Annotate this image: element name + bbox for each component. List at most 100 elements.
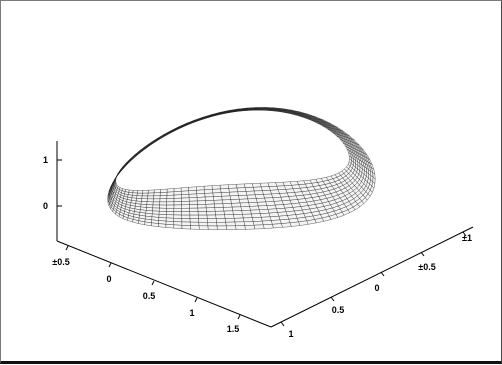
surface-patch [268, 183, 277, 187]
surface-patch [223, 203, 232, 207]
surface-patch [189, 194, 197, 198]
surface-patch [182, 219, 190, 223]
surface-patch [225, 215, 235, 219]
surface-patch [226, 226, 236, 230]
surface-patch [233, 214, 243, 218]
surface-patch [255, 194, 264, 198]
surface-patch [142, 193, 148, 196]
surface-patch [141, 199, 147, 202]
surface-patch [160, 192, 167, 196]
surface-patch [174, 225, 182, 229]
surface-patch [232, 207, 242, 211]
surface-patch [221, 192, 230, 196]
surface-patch [267, 205, 277, 209]
surface-patch [198, 208, 207, 212]
surface-patch [147, 199, 153, 202]
surface-patch [160, 199, 167, 202]
surface-patch [236, 184, 245, 188]
surface-patch [153, 208, 160, 211]
surface-patch [278, 189, 287, 193]
x-tick-label: 0.5 [143, 291, 156, 301]
surface-patch [159, 205, 166, 208]
x-tick [152, 281, 154, 285]
surface-patch [189, 201, 197, 205]
surface-patch [266, 201, 276, 205]
surface-mesh [108, 107, 376, 229]
surface-patch [247, 195, 256, 199]
surface-patch [190, 208, 199, 212]
surface-patch [263, 224, 273, 228]
surface-patch [199, 219, 208, 223]
x-tick-label: 0 [106, 274, 111, 284]
surface-patch [262, 221, 272, 225]
y-tick [281, 322, 284, 326]
surface-patch [276, 182, 285, 186]
y-tick-label: ±1 [462, 233, 472, 243]
surface-patch [207, 219, 216, 223]
surface-patch [259, 209, 269, 213]
surface-patch [215, 207, 224, 211]
x-tick [238, 315, 240, 319]
surface-patch [182, 222, 191, 226]
surface-patch [167, 195, 174, 199]
y-axis-line [271, 227, 473, 327]
surface-patch [190, 215, 199, 219]
surface-patch [222, 196, 231, 200]
y-tick [381, 272, 384, 276]
surface-patch [253, 221, 263, 225]
surface-patch [220, 185, 229, 189]
surface-patch [228, 184, 237, 188]
y-tick-label: 0.5 [332, 305, 345, 315]
surface-patch [214, 200, 223, 204]
surface-patch [205, 193, 214, 197]
surface-patch [190, 226, 199, 230]
surface-patch [167, 205, 174, 208]
surface-patch [229, 192, 238, 196]
y-tick [421, 252, 424, 256]
surface-patch [154, 193, 161, 196]
z-tick-label: 1 [43, 155, 48, 165]
surface-patch [160, 189, 167, 193]
surface-patch [166, 224, 174, 228]
surface-patch [197, 201, 206, 205]
surface-patch [143, 190, 149, 193]
surface-patch [246, 191, 255, 195]
x-tick [195, 298, 197, 302]
surface-patch [269, 186, 278, 190]
surface-patch [256, 198, 266, 202]
surface-patch [154, 196, 161, 199]
surface-patch [243, 218, 253, 222]
x-tick [66, 246, 68, 250]
z-tick-label: 0 [43, 201, 48, 211]
surface-patch [245, 187, 254, 191]
y-tick [331, 297, 334, 301]
x-axis-line [57, 241, 271, 327]
surface-patch [167, 192, 174, 196]
surface-patch [147, 202, 153, 205]
surface-patch [182, 215, 190, 219]
surface-patch [153, 199, 160, 202]
surface-patch [241, 206, 251, 210]
surface-patch [198, 212, 207, 216]
surface-patch [230, 196, 239, 200]
surface-patch [204, 189, 213, 193]
surface-patch [181, 201, 189, 205]
surface-patch [166, 212, 174, 215]
surface-patch [207, 215, 216, 219]
surface-patch [290, 222, 300, 227]
surface-patch [160, 195, 167, 198]
surface-patch [181, 191, 189, 195]
surface-patch [212, 189, 221, 193]
surface-patch [181, 187, 189, 191]
surface-patch [231, 203, 240, 207]
surface-patch [217, 226, 227, 230]
surface-patch [159, 208, 166, 211]
surface-patch [174, 212, 182, 216]
surface-patch [215, 211, 224, 215]
surface-patch [234, 218, 244, 222]
surface-patch [281, 223, 291, 228]
surface-patch [217, 222, 227, 226]
surface-patch [252, 217, 262, 221]
